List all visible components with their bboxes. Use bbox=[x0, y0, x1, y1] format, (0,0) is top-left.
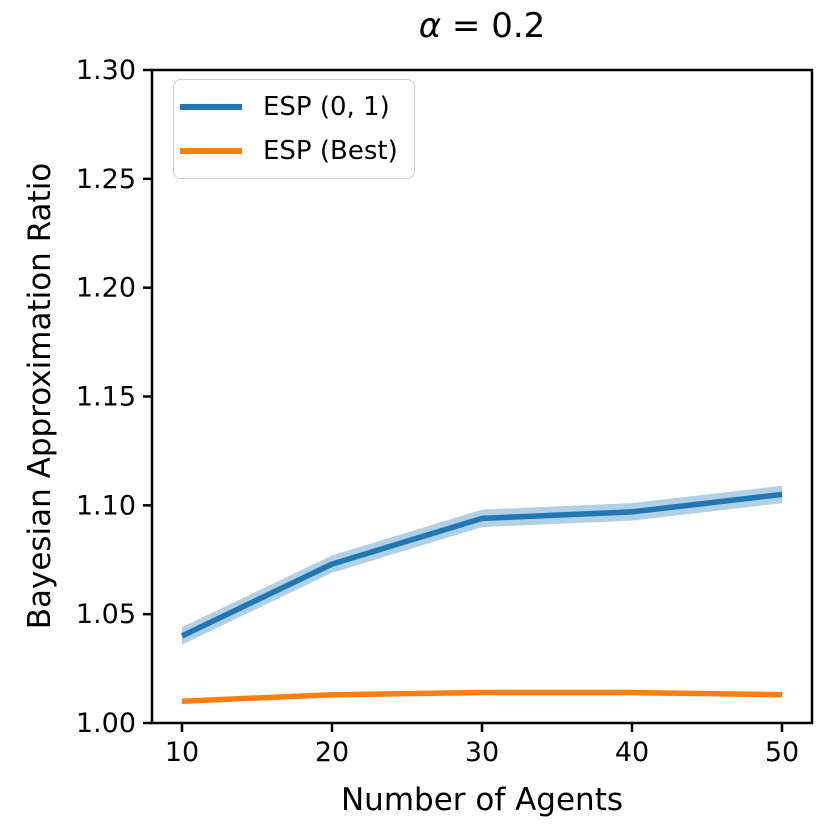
y-tick-label-1.00: 1.00 bbox=[76, 708, 136, 739]
chart-title-value: = 0.2 bbox=[441, 6, 546, 46]
esp-best-line-swatch bbox=[180, 148, 242, 154]
legend-item-esp-best: ESP (Best) bbox=[180, 129, 398, 173]
confidence-band-series-0 bbox=[182, 485, 782, 645]
series-line-0 bbox=[180, 491, 783, 639]
alpha-symbol: α bbox=[418, 6, 442, 46]
x-tick-label-20: 20 bbox=[315, 737, 349, 768]
x-axis-label: Number of Agents bbox=[340, 782, 624, 818]
y-tick-label-1.15: 1.15 bbox=[76, 382, 136, 413]
y-tick-label-1.10: 1.10 bbox=[76, 490, 136, 521]
x-tick-label-30: 30 bbox=[465, 737, 499, 768]
y-axis-label: Bayesian Approximation Ratio bbox=[22, 162, 58, 630]
x-tick-label-10: 10 bbox=[165, 737, 199, 768]
legend: ESP (0, 1) ESP (Best) bbox=[173, 79, 415, 179]
legend-label-esp-01: ESP (0, 1) bbox=[263, 92, 390, 122]
legend-label-esp-best: ESP (Best) bbox=[263, 136, 398, 166]
y-tick-label-1.30: 1.30 bbox=[76, 55, 136, 86]
x-tick-label-40: 40 bbox=[615, 737, 649, 768]
esp-01-line-swatch bbox=[180, 104, 242, 110]
y-tick-label-1.25: 1.25 bbox=[76, 164, 136, 195]
x-tick-label-50: 50 bbox=[765, 737, 799, 768]
chart-title: α = 0.2 bbox=[152, 6, 812, 46]
legend-item-esp-01: ESP (0, 1) bbox=[180, 85, 398, 129]
y-tick-label-1.05: 1.05 bbox=[76, 599, 136, 630]
y-tick-label-1.20: 1.20 bbox=[76, 273, 136, 304]
series-line-1 bbox=[181, 689, 783, 704]
